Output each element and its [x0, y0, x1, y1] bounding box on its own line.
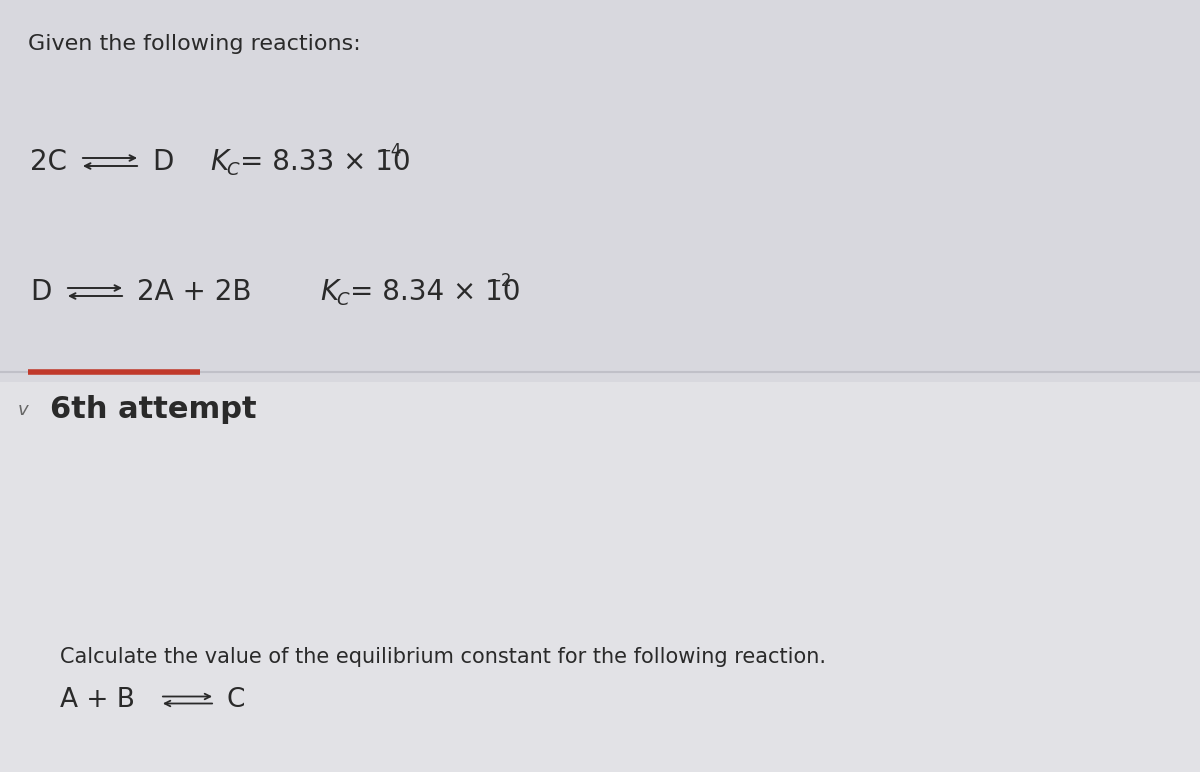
Text: −4: −4	[377, 142, 401, 160]
Text: C: C	[336, 291, 349, 309]
Text: C: C	[226, 161, 239, 179]
Text: Calculate the value of the equilibrium constant for the following reaction.: Calculate the value of the equilibrium c…	[60, 647, 826, 667]
Text: −2: −2	[487, 272, 511, 290]
Text: Given the following reactions:: Given the following reactions:	[28, 34, 361, 54]
Text: D: D	[152, 148, 173, 176]
Text: K: K	[320, 278, 338, 306]
Text: C: C	[227, 687, 245, 713]
Bar	[0, 382, 1200, 772]
Text: 2C: 2C	[30, 148, 67, 176]
Text: v: v	[18, 401, 29, 419]
Text: A + B: A + B	[60, 687, 134, 713]
Text: D: D	[30, 278, 52, 306]
Text: = 8.34 × 10: = 8.34 × 10	[350, 278, 521, 306]
Bar	[0, 0, 1200, 382]
Text: 2A + 2B: 2A + 2B	[137, 278, 252, 306]
Text: 6th attempt: 6th attempt	[50, 395, 257, 425]
Text: = 8.33 × 10: = 8.33 × 10	[240, 148, 410, 176]
Text: K: K	[210, 148, 228, 176]
